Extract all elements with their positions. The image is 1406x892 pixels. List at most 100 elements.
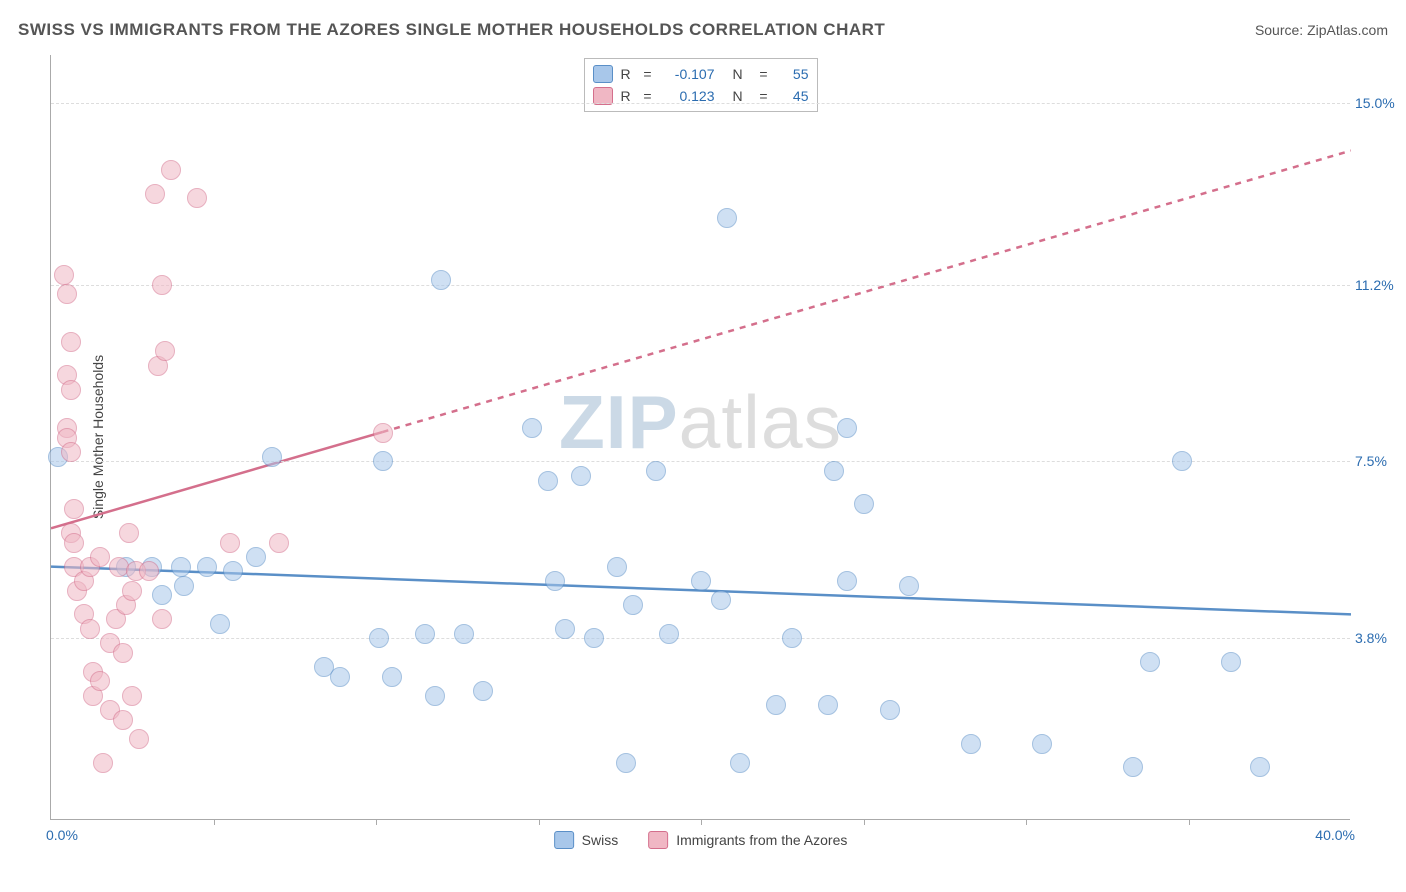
data-point: [425, 686, 445, 706]
data-point: [555, 619, 575, 639]
data-point: [119, 523, 139, 543]
x-tick: [1189, 819, 1190, 825]
data-point: [837, 418, 857, 438]
legend-n-value: 55: [781, 66, 809, 82]
x-tick: [214, 819, 215, 825]
data-point: [93, 753, 113, 773]
data-point: [373, 423, 393, 443]
data-point: [730, 753, 750, 773]
data-point: [155, 341, 175, 361]
data-point: [171, 557, 191, 577]
data-point: [824, 461, 844, 481]
data-point: [545, 571, 565, 591]
data-point: [90, 547, 110, 567]
data-point: [899, 576, 919, 596]
chart-source: Source: ZipAtlas.com: [1255, 22, 1388, 38]
data-point: [122, 581, 142, 601]
x-tick: [1026, 819, 1027, 825]
correlation-legend: R=-0.107N=55R=0.123N=45: [584, 58, 818, 112]
y-tick-label: 3.8%: [1355, 630, 1400, 646]
data-point: [161, 160, 181, 180]
data-point: [431, 270, 451, 290]
trendlines-svg: [51, 55, 1351, 820]
x-tick: [701, 819, 702, 825]
legend-r-value: 0.123: [665, 88, 715, 104]
data-point: [1032, 734, 1052, 754]
data-point: [369, 628, 389, 648]
data-point: [961, 734, 981, 754]
data-point: [1123, 757, 1143, 777]
data-point: [659, 624, 679, 644]
legend-swatch: [648, 831, 668, 849]
data-point: [152, 585, 172, 605]
data-point: [766, 695, 786, 715]
data-point: [1221, 652, 1241, 672]
data-point: [64, 499, 84, 519]
legend-label: Swiss: [582, 832, 619, 848]
x-axis-max-label: 40.0%: [1315, 827, 1355, 843]
data-point: [818, 695, 838, 715]
data-point: [139, 561, 159, 581]
data-point: [691, 571, 711, 591]
data-point: [145, 184, 165, 204]
data-point: [61, 332, 81, 352]
gridline: [51, 285, 1350, 286]
legend-label: Immigrants from the Azores: [676, 832, 847, 848]
series-legend: Swiss Immigrants from the Azores: [554, 831, 848, 849]
data-point: [80, 619, 100, 639]
legend-item: Immigrants from the Azores: [648, 831, 847, 849]
data-point: [197, 557, 217, 577]
data-point: [646, 461, 666, 481]
data-point: [113, 710, 133, 730]
data-point: [538, 471, 558, 491]
data-point: [854, 494, 874, 514]
data-point: [174, 576, 194, 596]
trend-line: [383, 151, 1352, 432]
data-point: [571, 466, 591, 486]
data-point: [837, 571, 857, 591]
y-tick-label: 7.5%: [1355, 453, 1400, 469]
data-point: [415, 624, 435, 644]
data-point: [152, 275, 172, 295]
data-point: [616, 753, 636, 773]
legend-item: Swiss: [554, 831, 619, 849]
chart-title: SWISS VS IMMIGRANTS FROM THE AZORES SING…: [18, 20, 885, 40]
legend-swatch: [593, 65, 613, 83]
data-point: [330, 667, 350, 687]
data-point: [210, 614, 230, 634]
legend-n-symbol: N: [733, 88, 747, 104]
data-point: [717, 208, 737, 228]
legend-n-symbol: N: [733, 66, 747, 82]
data-point: [223, 561, 243, 581]
y-tick-label: 15.0%: [1355, 95, 1400, 111]
scatter-plot-area: ZIPatlas Single Mother Households R=-0.1…: [50, 55, 1350, 820]
x-axis-min-label: 0.0%: [46, 827, 78, 843]
data-point: [607, 557, 627, 577]
data-point: [64, 533, 84, 553]
y-tick-label: 11.2%: [1355, 277, 1400, 293]
data-point: [454, 624, 474, 644]
legend-r-symbol: R: [621, 66, 631, 82]
data-point: [220, 533, 240, 553]
data-point: [782, 628, 802, 648]
data-point: [1250, 757, 1270, 777]
legend-swatch: [554, 831, 574, 849]
gridline: [51, 638, 1350, 639]
x-tick: [376, 819, 377, 825]
legend-r-value: -0.107: [665, 66, 715, 82]
data-point: [711, 590, 731, 610]
data-point: [382, 667, 402, 687]
y-axis-title: Single Mother Households: [90, 355, 106, 519]
data-point: [113, 643, 133, 663]
data-point: [262, 447, 282, 467]
watermark: ZIPatlas: [559, 379, 842, 465]
x-tick: [539, 819, 540, 825]
data-point: [246, 547, 266, 567]
legend-stat-row: R=-0.107N=55: [593, 63, 809, 85]
gridline: [51, 461, 1350, 462]
data-point: [61, 442, 81, 462]
data-point: [54, 265, 74, 285]
data-point: [522, 418, 542, 438]
data-point: [1172, 451, 1192, 471]
data-point: [623, 595, 643, 615]
